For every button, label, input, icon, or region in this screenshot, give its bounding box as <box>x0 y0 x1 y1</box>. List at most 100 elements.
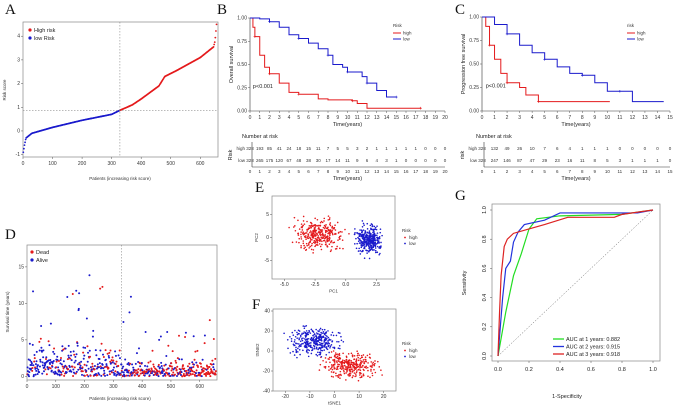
data-point <box>323 346 326 348</box>
data-point <box>328 233 331 235</box>
data-point <box>192 363 195 366</box>
x-tick-label: 1 <box>493 115 496 121</box>
risk-table-x-tick: 5 <box>297 169 300 174</box>
data-point <box>307 337 310 340</box>
data-point <box>135 369 138 372</box>
data-point <box>315 334 317 336</box>
data-point <box>329 222 332 224</box>
data-point <box>376 251 379 254</box>
data-point <box>375 228 378 231</box>
data-point <box>76 342 79 345</box>
data-point <box>317 333 319 335</box>
data-point <box>307 237 309 240</box>
data-point <box>302 215 305 218</box>
censor-mark <box>297 37 301 40</box>
data-point <box>339 373 342 376</box>
data-point <box>325 334 327 337</box>
risk-table-cell: 5 <box>336 146 339 151</box>
data-point <box>337 363 339 366</box>
data-point <box>329 223 331 226</box>
data-point <box>164 374 167 377</box>
panel-label-E: E <box>255 180 264 196</box>
data-point <box>191 370 194 373</box>
data-point <box>82 357 85 360</box>
data-point <box>288 226 290 229</box>
data-point <box>356 363 359 366</box>
legend-label-low: low <box>403 37 411 42</box>
data-point <box>337 340 340 343</box>
x-tick-label: 19 <box>432 115 438 121</box>
censor-mark <box>253 35 257 38</box>
data-point <box>88 274 91 277</box>
data-point <box>372 229 375 232</box>
data-point <box>318 330 320 333</box>
x-tick-label: 0 <box>481 115 484 121</box>
data-point <box>323 239 326 242</box>
y-tick-label: 20 <box>264 329 270 335</box>
data-point <box>356 366 358 369</box>
data-point <box>314 217 316 220</box>
risk-table-x-tick: 15 <box>667 169 673 174</box>
panel-label-F: F <box>252 297 260 313</box>
y-tick-label: 0 <box>267 349 270 355</box>
data-point <box>132 366 135 369</box>
data-point <box>136 373 139 376</box>
data-point <box>354 231 356 234</box>
data-point <box>346 362 349 365</box>
data-point <box>302 220 305 222</box>
data-point <box>374 362 376 365</box>
legend-label: high <box>409 235 418 240</box>
data-point <box>337 347 340 350</box>
data-point <box>74 355 77 358</box>
risk-table-x-tick: 13 <box>374 169 380 174</box>
data-point <box>315 244 317 246</box>
data-point <box>373 368 375 371</box>
data-point <box>171 350 174 353</box>
censor-mark <box>268 72 271 76</box>
data-point <box>371 240 374 242</box>
data-point <box>133 371 136 374</box>
data-point <box>351 354 354 356</box>
data-point <box>366 236 369 239</box>
data-point <box>100 342 103 345</box>
data-point <box>326 239 329 242</box>
data-point <box>367 244 370 247</box>
risk-table-cell: 0 <box>434 158 437 163</box>
x-tick-label: 2 <box>506 115 509 121</box>
data-point <box>71 365 74 368</box>
x-tick-label: 10 <box>605 115 611 121</box>
data-point <box>303 244 305 247</box>
data-point <box>327 219 330 221</box>
data-point <box>209 375 212 378</box>
data-point <box>351 368 353 370</box>
data-point <box>168 372 171 375</box>
data-point <box>311 330 314 332</box>
risk-table-cell: 0 <box>424 158 427 163</box>
data-point <box>357 236 359 239</box>
data-point <box>360 229 363 231</box>
data-point <box>292 334 295 336</box>
risk-table-cell: 0 <box>424 146 427 151</box>
data-point <box>378 253 380 256</box>
data-point <box>30 363 33 366</box>
data-point <box>359 250 362 252</box>
data-point <box>304 236 307 239</box>
legend-label-low: low <box>637 37 645 42</box>
data-point <box>336 340 338 343</box>
data-point <box>370 370 372 372</box>
data-point <box>318 346 321 349</box>
data-point <box>73 361 76 364</box>
y-tick-label: 0 <box>17 128 20 134</box>
data-point <box>334 229 337 231</box>
data-point <box>295 348 297 351</box>
risk-table-cell: 7 <box>327 146 330 151</box>
censor-mark <box>505 32 509 36</box>
panel-d-plot-area <box>26 244 218 381</box>
data-point <box>84 346 87 349</box>
data-point <box>349 364 351 367</box>
data-point <box>358 354 360 357</box>
data-point <box>316 241 319 244</box>
risk-table-cell: 3 <box>356 146 359 151</box>
data-point <box>347 374 349 376</box>
data-point <box>325 353 328 356</box>
